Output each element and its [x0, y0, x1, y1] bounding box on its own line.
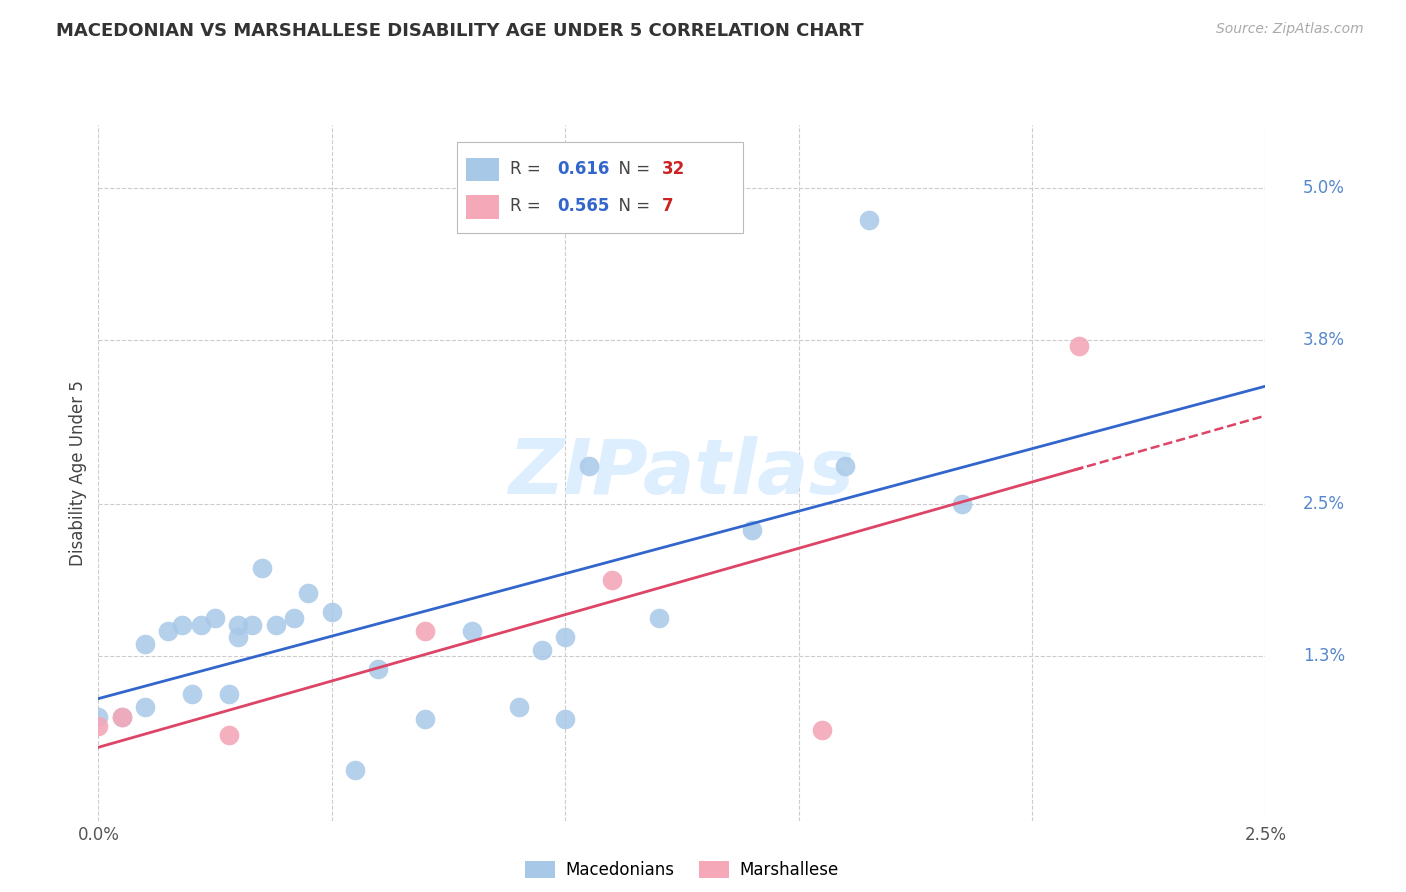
Point	[647, 611, 669, 625]
Point	[367, 662, 389, 676]
Point	[811, 723, 834, 737]
Point	[204, 611, 226, 625]
Point	[578, 459, 600, 474]
Text: Source: ZipAtlas.com: Source: ZipAtlas.com	[1216, 22, 1364, 37]
Text: 0.565: 0.565	[557, 197, 609, 215]
Legend: Macedonians, Marshallese: Macedonians, Marshallese	[519, 854, 845, 886]
Point	[134, 636, 156, 650]
Text: 7: 7	[662, 197, 673, 215]
Bar	[465, 158, 499, 181]
Text: N =: N =	[609, 160, 655, 178]
Point	[413, 624, 436, 638]
Point	[180, 687, 202, 701]
Point	[87, 710, 110, 724]
Text: ZIPatlas: ZIPatlas	[509, 436, 855, 509]
Point	[134, 699, 156, 714]
Point	[413, 713, 436, 727]
Point	[242, 617, 264, 632]
Point	[228, 617, 250, 632]
FancyBboxPatch shape	[457, 142, 742, 233]
Point	[508, 699, 530, 714]
Point	[741, 523, 763, 537]
Text: 3.8%: 3.8%	[1303, 331, 1344, 349]
Point	[250, 560, 273, 574]
Text: R =: R =	[510, 160, 547, 178]
Point	[264, 617, 287, 632]
Point	[950, 497, 973, 511]
Text: 1.3%: 1.3%	[1303, 648, 1346, 665]
Y-axis label: Disability Age Under 5: Disability Age Under 5	[69, 380, 87, 566]
Point	[554, 713, 576, 727]
Text: R =: R =	[510, 197, 547, 215]
Point	[530, 643, 553, 657]
Point	[283, 611, 305, 625]
Point	[218, 687, 240, 701]
Text: 32: 32	[662, 160, 685, 178]
Bar	[465, 195, 499, 219]
Point	[1067, 339, 1090, 353]
Point	[461, 624, 484, 638]
Point	[172, 617, 194, 632]
Point	[190, 617, 212, 632]
Text: 2.5%: 2.5%	[1303, 495, 1344, 514]
Point	[87, 719, 110, 733]
Text: 0.616: 0.616	[557, 160, 609, 178]
Point	[834, 459, 856, 474]
Point	[321, 605, 343, 619]
Point	[218, 728, 240, 742]
Point	[111, 710, 134, 724]
Point	[554, 630, 576, 644]
Point	[344, 763, 367, 777]
Point	[228, 630, 250, 644]
Point	[297, 586, 319, 600]
Point	[157, 624, 180, 638]
Point	[111, 710, 134, 724]
Point	[600, 574, 623, 588]
Point	[858, 212, 880, 227]
Text: 5.0%: 5.0%	[1303, 179, 1344, 197]
Text: MACEDONIAN VS MARSHALLESE DISABILITY AGE UNDER 5 CORRELATION CHART: MACEDONIAN VS MARSHALLESE DISABILITY AGE…	[56, 22, 863, 40]
Text: N =: N =	[609, 197, 661, 215]
